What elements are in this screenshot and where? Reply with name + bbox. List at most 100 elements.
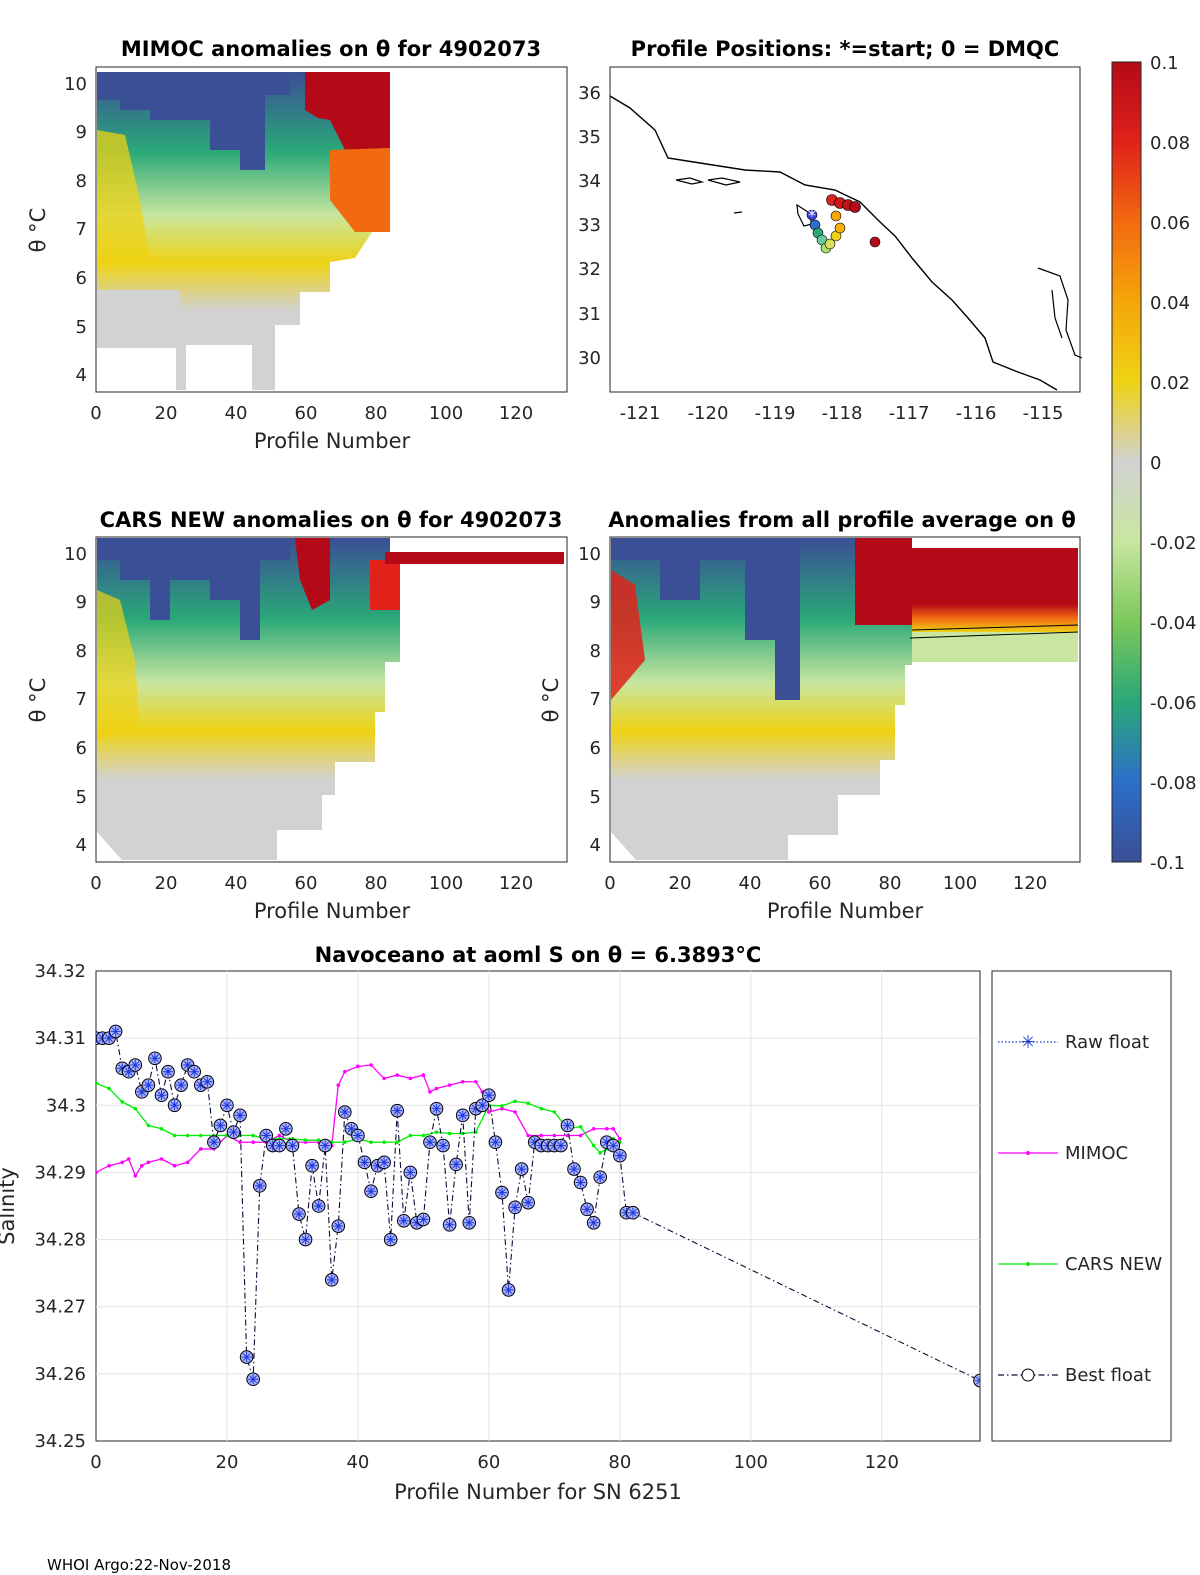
mimoc-point bbox=[382, 1076, 386, 1081]
raw-float-point bbox=[431, 1103, 442, 1114]
raw-float-point bbox=[300, 1234, 311, 1245]
mimoc-point bbox=[408, 1076, 413, 1081]
raw-float-point bbox=[510, 1202, 521, 1213]
raw-float-point bbox=[182, 1060, 193, 1070]
svg-text:7: 7 bbox=[76, 689, 87, 710]
cars-point bbox=[159, 1126, 164, 1131]
svg-text:120: 120 bbox=[1013, 873, 1047, 894]
raw-float-point bbox=[608, 1140, 619, 1151]
mimoc-point bbox=[513, 1110, 517, 1114]
colorbar-gradient bbox=[1111, 61, 1142, 863]
salinity-x-ticks: 0 20 40 60 80 100 120 bbox=[90, 1452, 899, 1473]
raw-float-point bbox=[280, 1123, 291, 1134]
y-tick-label: 34.31 bbox=[34, 1028, 86, 1049]
mimoc-point bbox=[343, 1069, 347, 1074]
mimoc-title: MIMOC anomalies on θ for 4902073 bbox=[121, 37, 541, 61]
y-tick-label: 34.27 bbox=[34, 1297, 86, 1318]
svg-text:4: 4 bbox=[76, 365, 87, 386]
x-tick-label: 0 bbox=[90, 1452, 101, 1473]
svg-text:-117: -117 bbox=[889, 403, 930, 424]
y-tick-label: 34.32 bbox=[34, 961, 86, 982]
cars-point bbox=[578, 1124, 583, 1129]
svg-text:Best float: Best float bbox=[1065, 1365, 1151, 1386]
raw-float-point bbox=[516, 1164, 527, 1175]
raw-float-point bbox=[379, 1157, 390, 1168]
x-tick-label: 40 bbox=[346, 1452, 369, 1473]
cars-point bbox=[185, 1133, 190, 1138]
raw-float-point bbox=[104, 1033, 115, 1044]
raw-float-point bbox=[339, 1107, 350, 1117]
raw-float-point bbox=[595, 1172, 606, 1183]
svg-text:100: 100 bbox=[943, 873, 977, 894]
avg-panel: Anomalies from all profile average on θ … bbox=[539, 508, 1081, 923]
baja-coast bbox=[1037, 267, 1083, 359]
svg-text:100: 100 bbox=[429, 873, 463, 894]
raw-float-point bbox=[555, 1140, 566, 1151]
salinity-y-ticks: 34.25 34.26 34.27 34.28 34.29 34.3 34.31 34.32 bbox=[34, 961, 86, 1452]
raw-float-point bbox=[411, 1217, 422, 1228]
map-y-ticks: 30 31 32 33 34 35 36 bbox=[578, 83, 601, 369]
svg-text:20: 20 bbox=[155, 403, 178, 424]
svg-text:0.06: 0.06 bbox=[1150, 213, 1190, 234]
svg-text:60: 60 bbox=[295, 873, 318, 894]
salinity-title: Navoceano at aoml S on θ = 6.3893°C bbox=[315, 943, 762, 967]
mimoc-y-ticks: 4 5 6 7 8 9 10 bbox=[64, 74, 87, 386]
cars-point bbox=[107, 1086, 111, 1091]
raw-float-point bbox=[483, 1090, 494, 1101]
svg-text:0: 0 bbox=[1150, 453, 1161, 474]
svg-text:0.02: 0.02 bbox=[1150, 373, 1190, 394]
raw-float-point bbox=[235, 1110, 246, 1121]
coastline bbox=[609, 95, 1058, 391]
map-x-ticks: -121 -120 -119 -118 -117 -116 -115 bbox=[620, 403, 1064, 424]
profile-markers: * bbox=[806, 194, 881, 254]
raw-float-point bbox=[398, 1215, 409, 1226]
raw-float-point bbox=[372, 1160, 383, 1171]
y-tick-label: 34.28 bbox=[34, 1230, 86, 1251]
salinity-series bbox=[96, 1024, 980, 1388]
cars-point bbox=[591, 1143, 596, 1148]
cars-y-ticks: 4 5 6 7 8 9 10 bbox=[64, 544, 87, 856]
svg-text:60: 60 bbox=[809, 873, 832, 894]
svg-text:8: 8 bbox=[76, 641, 87, 662]
svg-text:120: 120 bbox=[499, 873, 533, 894]
raw-float-point bbox=[464, 1217, 475, 1228]
cars-point bbox=[500, 1104, 504, 1108]
mimoc-point bbox=[107, 1163, 111, 1168]
mimoc-point bbox=[336, 1083, 341, 1087]
mimoc-point bbox=[447, 1083, 452, 1087]
footer-credit: WHOI Argo:22-Nov-2018 bbox=[47, 1556, 231, 1574]
mimoc-point bbox=[487, 1110, 491, 1114]
raw-float-point bbox=[562, 1120, 573, 1131]
svg-text:20: 20 bbox=[155, 873, 178, 894]
svg-text:31: 31 bbox=[578, 304, 601, 325]
x-tick-label: 80 bbox=[608, 1452, 631, 1473]
raw-float-point bbox=[228, 1127, 239, 1138]
avg-ylabel: θ °C bbox=[539, 678, 563, 723]
svg-text:32: 32 bbox=[578, 259, 601, 280]
svg-text:6: 6 bbox=[76, 738, 87, 759]
svg-text:0.1: 0.1 bbox=[1150, 53, 1179, 74]
raw-float-point bbox=[582, 1204, 593, 1215]
mimoc-point bbox=[460, 1079, 465, 1084]
avg-title: Anomalies from all profile average on θ bbox=[608, 508, 1076, 532]
svg-text:10: 10 bbox=[64, 74, 87, 95]
svg-text:9: 9 bbox=[76, 122, 87, 143]
svg-text:-0.04: -0.04 bbox=[1150, 613, 1197, 634]
svg-text:60: 60 bbox=[295, 403, 318, 424]
raw-float-point bbox=[189, 1066, 200, 1077]
svg-text:0.08: 0.08 bbox=[1150, 133, 1190, 154]
raw-float-point bbox=[503, 1284, 514, 1295]
cars-point bbox=[526, 1101, 530, 1106]
cars-axes-box bbox=[95, 536, 568, 863]
svg-text:20: 20 bbox=[669, 873, 692, 894]
svg-text:40: 40 bbox=[739, 873, 762, 894]
raw-float-point bbox=[477, 1100, 488, 1111]
mimoc-point bbox=[421, 1073, 426, 1077]
mimoc-point bbox=[251, 1140, 255, 1145]
salinity-axes-box bbox=[95, 970, 981, 1442]
raw-float-point bbox=[307, 1160, 318, 1171]
svg-text:0: 0 bbox=[90, 873, 101, 894]
raw-float-point bbox=[221, 1100, 232, 1111]
raw-float-point bbox=[405, 1167, 416, 1178]
mimoc-point bbox=[185, 1160, 190, 1165]
